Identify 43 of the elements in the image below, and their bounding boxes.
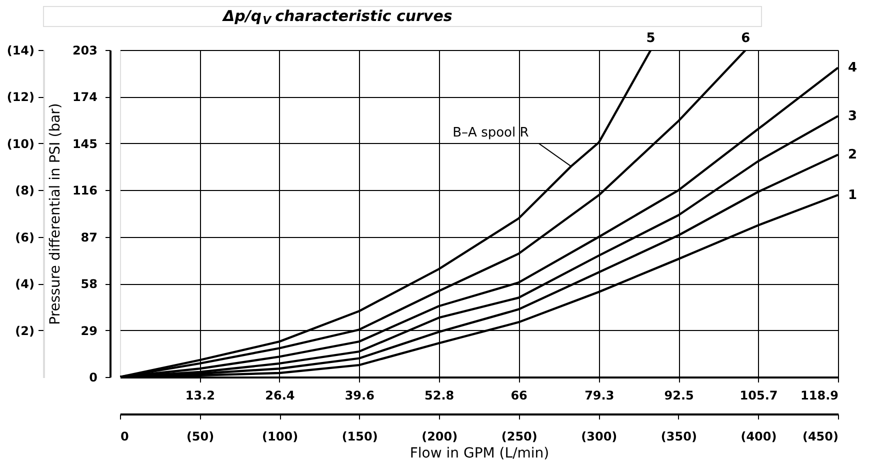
x-tick-label: 79.3 (584, 388, 614, 402)
x-tick-label: 66 (510, 388, 528, 402)
x2-tick-label: (400) (740, 430, 777, 444)
x-tick-label: 39.6 (344, 388, 374, 402)
x2-tick-label: (300) (581, 430, 618, 444)
y2-tick-label: (2) (15, 324, 34, 338)
series-label: 3 (848, 109, 858, 124)
y-tick-label: 174 (72, 90, 98, 104)
x-axis-title: Flow in GPM (L/min) (410, 446, 550, 462)
x-tick-label: 52.8 (424, 388, 454, 402)
x2-tick-label: (450) (802, 430, 838, 444)
y2-tick-label: (4) (15, 277, 34, 292)
annotation: B–A spool R (452, 125, 529, 140)
x-tick-label: 26.4 (265, 388, 295, 402)
y2-tick-label: (14) (6, 44, 34, 58)
series-label: 4 (848, 60, 858, 76)
y-tick-label: 87 (80, 230, 98, 244)
x2-tick-label: (50) (186, 430, 214, 444)
x-tick-label: 92.5 (664, 388, 694, 402)
y-tick-label: 203 (72, 44, 98, 58)
x2-tick-label: (200) (422, 430, 458, 444)
series-label: 1 (848, 188, 858, 203)
y-tick-label: 145 (72, 136, 98, 151)
x2-tick-label: 0 (120, 430, 129, 444)
y-axis-title: Pressure differential in PSI (bar) (47, 103, 64, 325)
x2-tick-label: (150) (342, 430, 378, 444)
x2-tick-label: (100) (262, 430, 298, 444)
y2-tick-label: (8) (15, 184, 34, 198)
series-label: 2 (848, 148, 858, 163)
y2-tick-label: (10) (6, 136, 34, 151)
x2-tick-label: (350) (660, 430, 697, 444)
series-label: 6 (741, 31, 750, 46)
y-tick-label: 29 (80, 324, 98, 338)
x-tick-label: 105.7 (740, 388, 778, 402)
x-tick-label: 118.9 (800, 388, 838, 402)
y2-tick-label: (6) (15, 230, 34, 244)
series-label: 5 (646, 31, 656, 46)
x-tick-label: 13.2 (185, 388, 216, 402)
x2-tick-label: (250) (501, 430, 538, 444)
y-tick-label: 0 (89, 370, 98, 384)
y2-tick-label: (12) (6, 90, 34, 104)
y-tick-label: 58 (80, 277, 98, 292)
y-tick-label: 116 (72, 184, 98, 198)
